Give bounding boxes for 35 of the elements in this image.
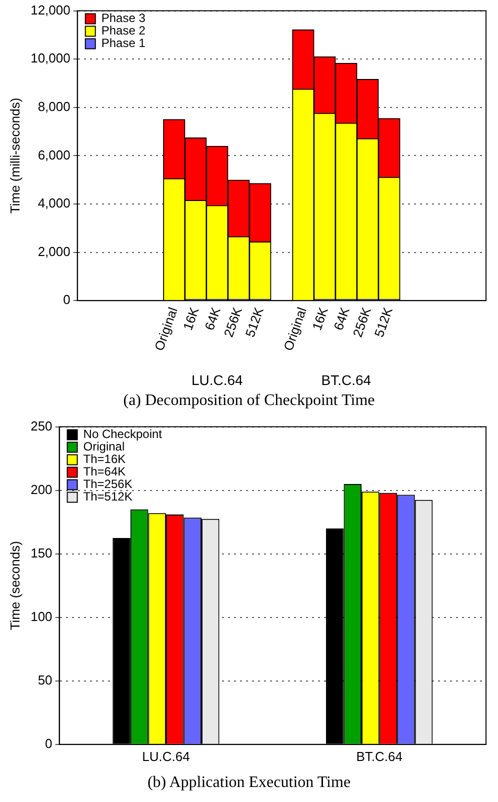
legend-label: Th=64K [83, 464, 126, 479]
x-tick-label: 64K [202, 305, 224, 332]
legend-label: Th=256K [83, 477, 132, 492]
y-axis-title: Time (milli-seconds) [7, 98, 22, 214]
y-tick-label: 8,000 [38, 98, 70, 114]
text: BT.C.64 [321, 372, 372, 388]
text: (a) Decomposition of Checkpoint Time [122, 392, 376, 411]
legend-label: Phase 2 [101, 24, 146, 38]
y-axis-title: Time (seconds) [7, 541, 22, 630]
x-tick-label: 16K [180, 305, 202, 332]
x-tick-label: 256K [220, 305, 245, 339]
y-tick-label: 250 [30, 418, 52, 434]
legend-label: Phase 1 [101, 36, 146, 50]
legend-label: Th=512K [83, 490, 132, 504]
y-tick-label: 50 [38, 672, 52, 688]
y-tick-label: 2,000 [38, 244, 70, 259]
y-tick-label: 6,000 [38, 147, 70, 162]
legend-label: No Checkpoint [83, 427, 163, 442]
y-tick-label: 150 [30, 545, 52, 560]
legend-label: Original [83, 440, 125, 454]
y-tick-label: 0 [63, 292, 70, 308]
text: (b) Application Execution Time [146, 774, 352, 793]
x-tick-label: Original [151, 305, 180, 353]
text: LU.C.64 [191, 372, 244, 388]
y-tick-label: 0 [45, 736, 52, 751]
y-tick-label: 4,000 [38, 196, 70, 211]
y-tick-label: 12,000 [30, 2, 70, 18]
legend-label: Phase 3 [101, 11, 146, 26]
y-tick-label: 100 [30, 608, 52, 624]
y-tick-label: 200 [30, 482, 52, 497]
legend-label: Th=16K [83, 452, 126, 466]
x-tick-label: Original [280, 305, 310, 353]
x-tick-label: 16K [309, 305, 332, 332]
y-tick-label: 10,000 [30, 50, 70, 66]
x-tick-label: 512K [242, 305, 266, 339]
